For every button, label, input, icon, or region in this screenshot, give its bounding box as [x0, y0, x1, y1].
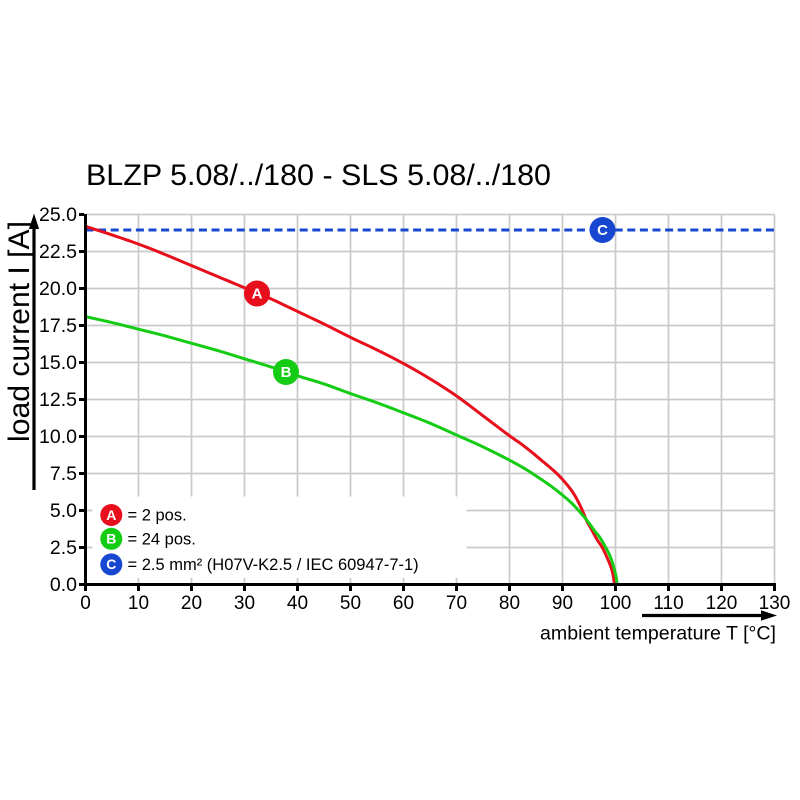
- svg-text:15.0: 15.0: [39, 352, 77, 374]
- svg-text:20.0: 20.0: [39, 278, 77, 300]
- svg-text:40: 40: [287, 593, 308, 614]
- svg-text:80: 80: [499, 593, 520, 614]
- svg-text:110: 110: [653, 593, 683, 614]
- svg-text:5.0: 5.0: [50, 500, 77, 522]
- svg-text:25.0: 25.0: [39, 204, 77, 226]
- svg-text:load current I [A]: load current I [A]: [3, 221, 36, 442]
- svg-text:= 2.5 mm² (H07V-K2.5 / IEC 609: = 2.5 mm² (H07V-K2.5 / IEC 60947-7-1): [128, 556, 419, 574]
- svg-text:20: 20: [181, 593, 202, 614]
- svg-text:B: B: [281, 364, 292, 381]
- svg-text:100: 100: [600, 593, 632, 614]
- svg-text:= 2 pos.: = 2 pos.: [128, 507, 187, 525]
- svg-text:10.0: 10.0: [39, 426, 77, 448]
- svg-text:A: A: [106, 507, 116, 523]
- svg-text:A: A: [252, 286, 263, 303]
- svg-text:10: 10: [128, 593, 149, 614]
- svg-text:60: 60: [393, 593, 414, 614]
- svg-text:ambient temperature T [°C]: ambient temperature T [°C]: [540, 623, 776, 645]
- svg-text:C: C: [106, 556, 116, 572]
- svg-text:12.5: 12.5: [39, 389, 77, 411]
- svg-text:22.5: 22.5: [39, 241, 77, 263]
- svg-text:120: 120: [706, 593, 738, 614]
- svg-text:C: C: [597, 222, 608, 239]
- svg-text:130: 130: [759, 593, 791, 614]
- svg-text:30: 30: [234, 593, 255, 614]
- svg-text:50: 50: [340, 593, 361, 614]
- svg-text:B: B: [106, 531, 116, 547]
- svg-text:BLZP 5.08/../180 - SLS 5.08/..: BLZP 5.08/../180 - SLS 5.08/../180: [86, 159, 551, 192]
- svg-text:70: 70: [446, 593, 467, 614]
- svg-text:90: 90: [552, 593, 573, 614]
- svg-text:7.5: 7.5: [50, 463, 77, 485]
- svg-text:0: 0: [80, 593, 91, 614]
- svg-text:0.0: 0.0: [50, 574, 77, 596]
- svg-text:2.5: 2.5: [50, 537, 77, 559]
- svg-text:17.5: 17.5: [39, 315, 77, 337]
- svg-text:= 24 pos.: = 24 pos.: [128, 530, 196, 548]
